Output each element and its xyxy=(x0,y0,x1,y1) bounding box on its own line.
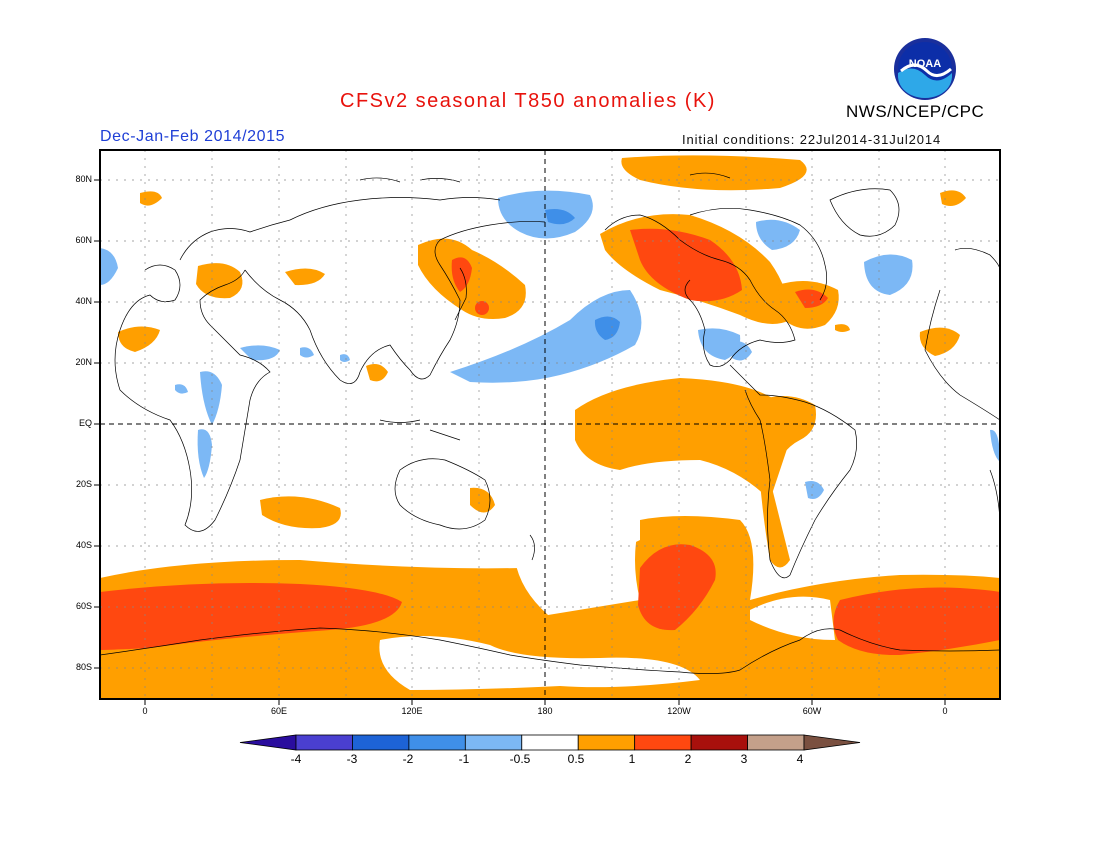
north-pacific-cold-core xyxy=(594,316,620,340)
colorbar-label: 2 xyxy=(684,752,692,766)
hudson-bay-cold xyxy=(756,219,800,250)
arabia-small-cold xyxy=(175,384,188,394)
central-asia-warm xyxy=(285,268,325,286)
colorbar-label: 0.5 xyxy=(567,752,585,766)
colorbar-label: 4 xyxy=(796,752,804,766)
colorbar-swatch xyxy=(295,734,353,751)
lat-label: 20N xyxy=(75,357,92,367)
arctic-warm xyxy=(621,155,807,191)
bering-cold-core xyxy=(545,209,575,225)
tick-marks xyxy=(94,179,946,705)
agency-label: NWS/NCEP/CPC xyxy=(846,102,985,121)
initial-conditions-label: Initial conditions: 22Jul2014-31Jul2014 xyxy=(682,132,942,147)
colorbar-swatch xyxy=(408,734,466,751)
north-atlantic-warm xyxy=(118,326,160,352)
mexico-cold xyxy=(698,328,741,360)
north-atlantic-cold xyxy=(864,254,913,295)
lat-label: 20S xyxy=(75,479,92,489)
lat-label: 40N xyxy=(75,296,92,306)
lon-label: 60E xyxy=(270,706,287,716)
colorbar-label: 1 xyxy=(628,752,636,766)
australia-warm xyxy=(260,496,341,529)
gridlines xyxy=(100,150,1000,699)
lat-label: 60S xyxy=(75,601,92,611)
colorbar-swatch xyxy=(690,734,748,751)
south-america-warm-strip xyxy=(758,396,816,568)
sumatra-cold xyxy=(340,354,350,362)
noaa-logo-icon: NOAA xyxy=(894,38,956,100)
atlantic-edge-cold xyxy=(990,429,1000,462)
lon-label: 120E xyxy=(401,706,423,716)
south-america-cold xyxy=(805,481,824,499)
colorbar-swatch xyxy=(464,734,523,751)
season-label: Dec-Jan-Feb 2014/2015 xyxy=(100,128,286,145)
colorbar-swatch xyxy=(577,734,636,751)
japan-strong-warm xyxy=(475,301,489,315)
east-us-strong-warm xyxy=(795,289,828,308)
colorbar-swatch xyxy=(521,734,579,751)
north-africa-warm xyxy=(919,327,960,356)
logo-text: NOAA xyxy=(909,58,941,70)
colorbar-label: -2 xyxy=(402,752,414,766)
colorbar-label: -0.5 xyxy=(509,752,531,766)
colorbar-label: 3 xyxy=(740,752,748,766)
south-atlantic-strong-warm xyxy=(833,587,1000,656)
map-title: CFSv2 seasonal T850 anomalies (K) xyxy=(340,90,716,112)
africa-cold-1 xyxy=(200,371,222,425)
lon-label: 0 xyxy=(942,706,948,716)
antarctic-white-patch xyxy=(379,636,700,690)
drake-gap xyxy=(750,596,835,640)
north-pacific-cold xyxy=(450,290,642,383)
south-pacific-strong-warm xyxy=(638,544,716,631)
east-asia-warm xyxy=(418,238,526,319)
colorbar-label: -3 xyxy=(346,752,358,766)
south-pacific-gap xyxy=(515,520,640,615)
arabia-cold xyxy=(240,345,280,361)
colorbar-label: -1 xyxy=(458,752,470,766)
gulf-cold xyxy=(730,341,752,361)
colorbar-swatch xyxy=(747,734,805,751)
north-america-strong-warm xyxy=(630,228,742,302)
east-australia-warm xyxy=(470,487,495,513)
east-greenland-warm xyxy=(940,190,966,206)
colorbar-swatch xyxy=(803,734,861,751)
lon-label: 60W xyxy=(802,706,822,716)
colorbar-swatch xyxy=(239,734,297,751)
west-europe-cold xyxy=(100,248,118,285)
lat-label: 80N xyxy=(75,174,92,184)
coastlines xyxy=(100,172,1000,674)
lat-label: 40S xyxy=(75,540,92,550)
east-asia-strong-warm xyxy=(451,257,472,292)
tibet-cold xyxy=(300,347,314,358)
europe-warm xyxy=(196,263,243,299)
anomaly-map xyxy=(94,149,1001,705)
colorbar-swatch xyxy=(352,734,410,751)
colorbar-label: -4 xyxy=(290,752,302,766)
arctic-small-warm xyxy=(140,191,162,206)
lat-label: 80S xyxy=(75,662,92,672)
africa-cold-2 xyxy=(197,429,212,478)
south-indian-strong-warm xyxy=(100,583,402,650)
lon-label: 180 xyxy=(537,706,553,716)
mid-atlantic-warm xyxy=(835,324,850,332)
lon-label: 0 xyxy=(142,706,148,716)
lon-label: 120W xyxy=(667,706,691,716)
colorbar xyxy=(239,734,861,751)
south-indian-warm-small xyxy=(368,366,378,375)
colorbar-swatch xyxy=(634,734,692,751)
lat-label: EQ xyxy=(78,418,92,428)
arctic-rim-warm xyxy=(755,164,790,179)
tropical-pacific-warm xyxy=(575,378,792,500)
lat-label: 60N xyxy=(75,235,92,245)
